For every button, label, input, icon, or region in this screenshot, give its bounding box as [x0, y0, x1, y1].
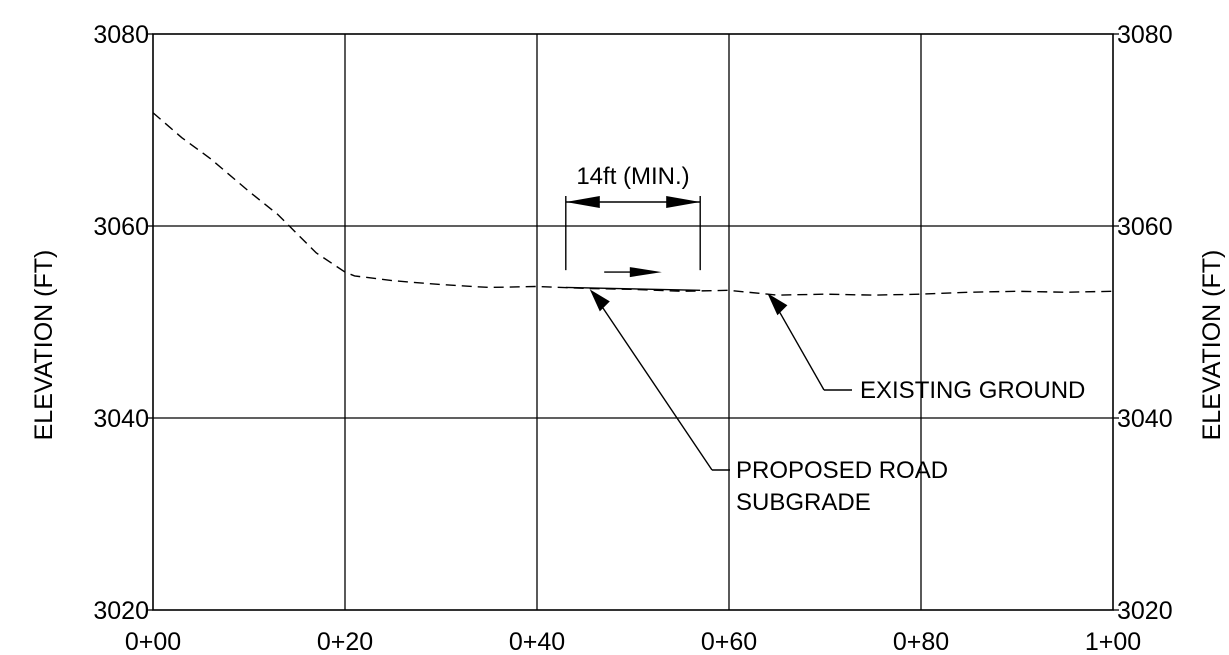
y-tick-label-left: 3060 [93, 213, 149, 241]
y-tick-label-right: 3040 [1117, 405, 1173, 433]
y-tick-label-right: 3080 [1117, 21, 1173, 49]
leader-line [595, 296, 713, 471]
dimension-label: 14ft (MIN.) [576, 163, 689, 190]
direction-arrowhead [629, 267, 662, 278]
y-tick-label-right: 3020 [1117, 597, 1173, 625]
grid [153, 34, 1113, 610]
dimension-arrowhead-right [666, 196, 701, 208]
leader-line [772, 300, 825, 391]
proposed-road-subgrade-line [565, 286, 701, 292]
x-tick-label: 0+80 [893, 628, 949, 655]
y-axis-label-right: ELEVATION (FT) [1198, 250, 1226, 441]
y-tick-label-right: 3060 [1117, 213, 1173, 241]
y-tick-label-left: 3020 [93, 597, 149, 625]
leader-label: EXISTING GROUND [860, 377, 1085, 404]
leader-label: PROPOSED ROAD [736, 457, 948, 484]
dimension-arrowhead-left [565, 196, 600, 208]
leader-label-line-2: SUBGRADE [736, 489, 871, 516]
x-tick-label: 0+60 [701, 628, 757, 655]
x-tick-label: 0+20 [317, 628, 373, 655]
x-tick-label: 1+00 [1085, 628, 1141, 655]
leader-arrowhead [589, 289, 610, 312]
series-lines [152, 112, 1114, 296]
y-tick-label-left: 3080 [93, 21, 149, 49]
x-tick-label: 0+40 [509, 628, 565, 655]
leader-arrowhead [767, 293, 788, 316]
annotations: 14ft (MIN.) EXISTING GROUND PROPOSED ROAD S… [565, 163, 1085, 516]
x-tick-label: 0+00 [125, 628, 181, 655]
y-tick-label-left: 3040 [93, 405, 149, 433]
axis-ticks: 0+00 0+20 0+40 0+60 0+80 1+00 3020 3020 3040 3040… [93, 21, 1172, 655]
plot-frame [152, 33, 1114, 611]
y-axis-label-left: ELEVATION (FT) [30, 250, 58, 441]
existing-ground-line [152, 112, 1114, 296]
